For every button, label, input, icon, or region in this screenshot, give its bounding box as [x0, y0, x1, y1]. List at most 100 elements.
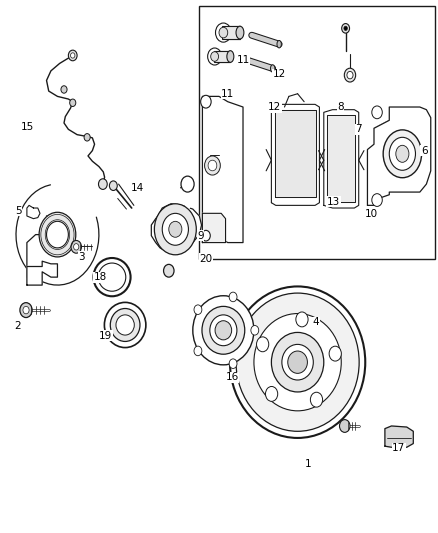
Polygon shape — [16, 185, 99, 285]
Ellipse shape — [116, 315, 134, 335]
Ellipse shape — [236, 293, 359, 431]
Text: 9: 9 — [198, 231, 204, 241]
Circle shape — [46, 221, 68, 248]
Polygon shape — [202, 96, 243, 243]
Ellipse shape — [98, 263, 126, 291]
Ellipse shape — [227, 51, 234, 62]
Circle shape — [265, 386, 278, 401]
Circle shape — [194, 346, 202, 356]
Circle shape — [219, 27, 228, 38]
Polygon shape — [27, 205, 40, 219]
Polygon shape — [324, 110, 359, 208]
Polygon shape — [327, 115, 355, 201]
Text: 15: 15 — [21, 122, 35, 132]
Circle shape — [68, 50, 77, 61]
Circle shape — [154, 204, 196, 255]
Text: 20: 20 — [199, 254, 212, 263]
Circle shape — [201, 230, 210, 241]
Circle shape — [208, 48, 222, 65]
Circle shape — [163, 264, 174, 277]
Polygon shape — [272, 104, 319, 205]
Circle shape — [296, 312, 308, 327]
Ellipse shape — [210, 315, 237, 346]
Circle shape — [194, 305, 202, 314]
Bar — [223, 26, 240, 39]
Text: 6: 6 — [421, 146, 427, 156]
Text: 18: 18 — [94, 272, 107, 282]
Circle shape — [201, 95, 211, 108]
Text: 10: 10 — [364, 209, 378, 220]
Text: 13: 13 — [327, 197, 340, 207]
Circle shape — [251, 326, 259, 335]
Circle shape — [20, 303, 32, 318]
Ellipse shape — [272, 333, 324, 392]
Circle shape — [162, 213, 188, 245]
Polygon shape — [151, 204, 201, 253]
Circle shape — [329, 346, 341, 361]
Circle shape — [344, 26, 347, 30]
Text: 11: 11 — [221, 88, 234, 99]
Circle shape — [342, 23, 350, 33]
Circle shape — [181, 176, 194, 192]
Circle shape — [99, 179, 107, 189]
Circle shape — [110, 181, 117, 190]
Circle shape — [205, 156, 220, 175]
Ellipse shape — [271, 65, 275, 72]
Text: 19: 19 — [99, 330, 112, 341]
Text: 16: 16 — [226, 372, 239, 382]
Polygon shape — [385, 426, 413, 447]
Circle shape — [74, 244, 79, 250]
Circle shape — [229, 359, 237, 368]
Circle shape — [71, 240, 81, 253]
Circle shape — [257, 337, 269, 352]
Polygon shape — [202, 213, 226, 243]
Circle shape — [339, 419, 350, 432]
Ellipse shape — [110, 309, 140, 342]
Text: 17: 17 — [392, 443, 406, 453]
Circle shape — [208, 160, 217, 171]
Circle shape — [347, 71, 353, 79]
Circle shape — [61, 86, 67, 93]
Text: 5: 5 — [15, 206, 21, 216]
Ellipse shape — [93, 258, 131, 296]
Text: 1: 1 — [305, 459, 312, 469]
Ellipse shape — [288, 351, 307, 373]
Ellipse shape — [396, 146, 409, 163]
Text: 3: 3 — [78, 252, 85, 262]
Circle shape — [169, 221, 182, 237]
Circle shape — [71, 53, 75, 58]
Text: 11: 11 — [237, 55, 250, 65]
Ellipse shape — [230, 286, 365, 438]
Circle shape — [84, 134, 90, 141]
Ellipse shape — [277, 41, 281, 48]
Bar — [199, 6, 435, 259]
Circle shape — [39, 212, 76, 257]
Circle shape — [70, 99, 76, 107]
Ellipse shape — [193, 296, 254, 365]
Ellipse shape — [202, 306, 245, 354]
Circle shape — [372, 106, 382, 119]
Circle shape — [372, 193, 382, 206]
Ellipse shape — [389, 138, 416, 170]
Text: 4: 4 — [313, 317, 319, 327]
Text: 2: 2 — [14, 321, 21, 331]
Circle shape — [211, 52, 219, 61]
Ellipse shape — [215, 321, 232, 340]
Circle shape — [229, 292, 237, 302]
Polygon shape — [275, 110, 316, 197]
Circle shape — [215, 23, 231, 42]
Polygon shape — [367, 107, 431, 205]
Text: 14: 14 — [131, 183, 144, 193]
Text: 7: 7 — [355, 124, 362, 134]
Ellipse shape — [383, 130, 422, 177]
Text: 8: 8 — [337, 102, 344, 112]
Circle shape — [344, 68, 356, 82]
Ellipse shape — [254, 313, 341, 411]
Circle shape — [311, 392, 323, 407]
Circle shape — [23, 306, 29, 314]
Text: 12: 12 — [268, 102, 282, 112]
Polygon shape — [27, 261, 57, 285]
Ellipse shape — [282, 344, 313, 380]
Bar — [214, 51, 230, 62]
Text: 12: 12 — [272, 69, 286, 79]
